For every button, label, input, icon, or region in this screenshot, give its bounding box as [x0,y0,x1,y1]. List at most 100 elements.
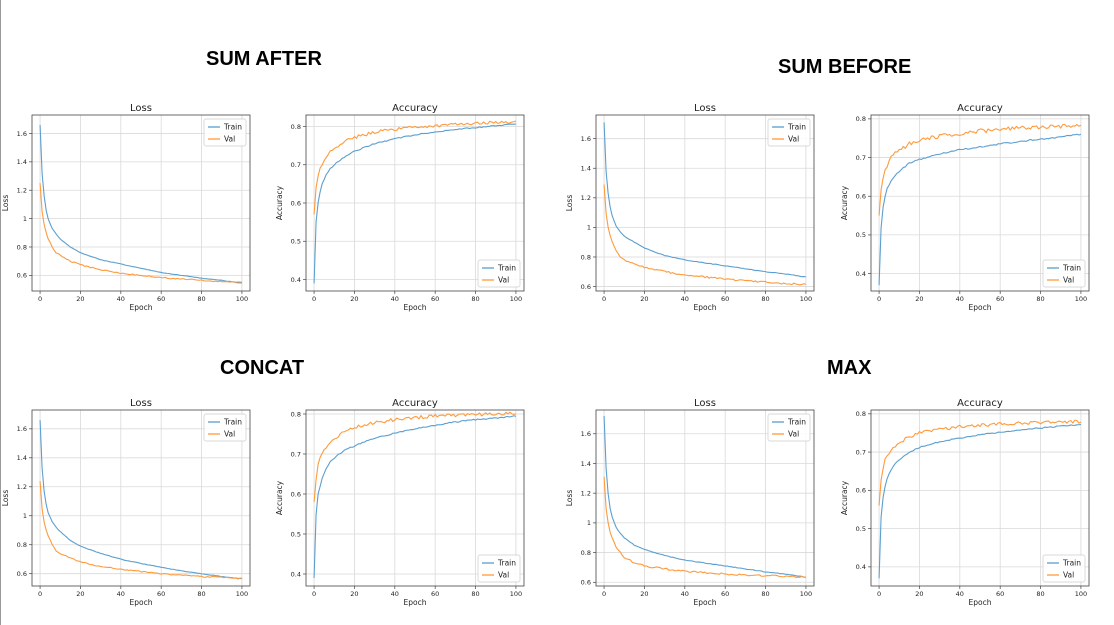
series-line-train [313,415,517,579]
y-tick-label: 0.6 [581,283,591,291]
chart-title: Loss [130,398,152,409]
chart-title: Loss [130,103,152,114]
y-tick-label: 0.8 [856,115,866,123]
x-tick-label: 0 [312,295,316,303]
legend-label-train: Train [1062,264,1081,273]
y-tick-label: 1.4 [17,454,27,462]
y-tick-label: 1.2 [581,194,591,202]
legend-label-val: Val [1063,276,1074,285]
x-tick-label: 80 [197,590,205,598]
y-tick-label: 0.6 [856,193,866,201]
x-tick-label: 20 [76,590,84,598]
y-axis-label: Accuracy [275,185,284,220]
plot-frame [595,409,815,587]
x-tick-label: 100 [236,590,248,598]
series-line-train [313,123,516,284]
chart-max-accuracy: Accuracy 0 20 40 60 80 100 0.4 0.5 0.6 0.7 0.8 Epoch… [840,398,1090,607]
y-tick-label: 0.6 [856,487,866,495]
x-tick-label: 80 [761,295,769,303]
legend-label-val: Val [788,430,799,439]
y-axis-label: Loss [565,490,574,507]
x-tick-label: 80 [197,295,205,303]
series-line-train [39,420,243,580]
x-tick-label: 80 [761,590,769,598]
x-tick-label: 20 [640,295,648,303]
y-tick-label: 0.8 [291,123,301,131]
legend-label-val: Val [498,276,509,285]
series-line-train [603,122,807,278]
grid-lines [596,410,814,586]
x-tick-label: 100 [800,295,812,303]
y-tick-label: 1 [587,224,591,232]
y-tick-label: 0.6 [291,490,301,498]
x-tick-label: 80 [1036,590,1044,598]
x-axis-label: Epoch [969,303,992,312]
legend-label-train: Train [787,418,806,427]
y-tick-label: 0.5 [856,231,866,239]
x-tick-label: 20 [915,590,923,598]
y-tick-label: 1.2 [17,483,27,491]
chart-title: Accuracy [392,398,438,409]
y-tick-label: 0.8 [856,410,866,418]
legend: Train Val [477,259,521,288]
grid-lines [871,410,1089,586]
y-axis-label: Accuracy [840,480,849,515]
y-tick-label: 1 [23,512,27,520]
x-tick-label: 0 [602,590,606,598]
x-tick-label: 20 [350,590,358,598]
y-tick-label: 0.4 [291,276,301,284]
legend-label-train: Train [1062,559,1081,568]
chart-sum-after-loss: Loss 0 20 40 60 80 100 0.6 0.8 1 1.2 1.4 1.6 Epoch Los… [1,103,251,312]
group-title-sum-before: SUM BEFORE [778,56,912,78]
x-tick-label: 80 [1036,295,1044,303]
y-tick-label: 1.4 [581,165,591,173]
legend-label-val: Val [1063,571,1074,580]
legend: Train Val [1042,259,1086,288]
legend-label-train: Train [787,123,806,132]
series-line-train [878,133,1082,286]
y-tick-label: 0.4 [291,570,301,578]
x-axis-label: Epoch [130,598,153,607]
x-tick-label: 100 [236,295,248,303]
x-tick-label: 100 [1075,295,1087,303]
series-line-val [313,411,517,503]
chart-concat-loss: Loss 0 20 40 60 80 100 0.6 0.8 1 1.2 1.4 1.6 Epoch Los… [1,398,251,607]
chart-max-loss: Loss 0 20 40 60 80 100 0.6 0.8 1 1.2 1.4 1.6 Epoch Los… [565,398,815,607]
y-tick-label: 1.6 [581,430,591,438]
x-tick-label: 60 [721,590,729,598]
x-tick-label: 40 [956,590,964,598]
legend-label-val: Val [224,430,235,439]
y-tick-label: 0.8 [291,410,301,418]
plot-frame [595,114,815,292]
x-tick-label: 0 [312,590,316,598]
legend-label-val: Val [224,135,235,144]
x-tick-label: 20 [76,295,84,303]
series-line-val [878,419,1082,506]
chart-title: Accuracy [957,398,1003,409]
series-line-val [39,480,242,580]
x-axis-label: Epoch [694,303,717,312]
legend: Train Val [203,413,247,442]
y-tick-label: 0.5 [291,530,301,538]
plot-frame [870,114,1090,292]
left-edge-line [0,0,1,625]
group-title-max: MAX [827,357,872,379]
y-tick-label: 1.6 [17,130,27,138]
y-tick-label: 0.5 [291,238,301,246]
x-tick-label: 0 [602,295,606,303]
y-tick-label: 0.6 [291,199,301,207]
y-axis-label: Loss [565,195,574,212]
x-tick-label: 40 [117,295,125,303]
legend-label-train: Train [223,418,242,427]
y-tick-label: 1 [587,519,591,527]
chart-sum-before-accuracy: Accuracy 0 20 40 60 80 100 0.4 0.5 0.6 0.7 0.8 Epoch… [840,103,1090,312]
plot-frame [31,114,251,292]
group-title-concat: CONCAT [220,357,305,379]
x-tick-label: 60 [721,295,729,303]
y-tick-label: 0.7 [856,448,866,456]
y-axis-label: Loss [1,490,10,507]
x-tick-label: 80 [471,590,479,598]
grid-lines [32,410,250,586]
plot-frame [31,409,251,587]
x-tick-label: 100 [1075,590,1087,598]
